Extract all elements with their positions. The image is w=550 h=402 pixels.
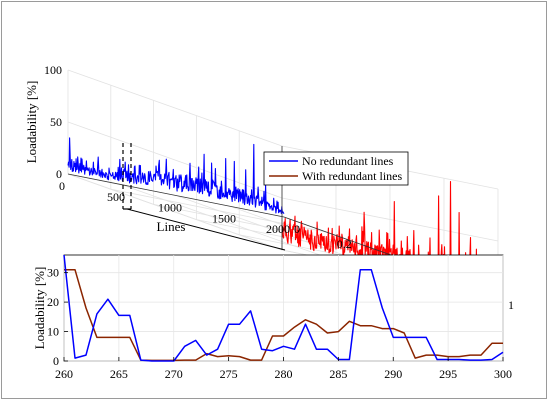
- z-tick-label: 100: [44, 63, 62, 77]
- y-tick-label: 20: [47, 295, 59, 309]
- x-tick-label: 300: [494, 367, 512, 381]
- x-tick-label: 280: [275, 367, 293, 381]
- x-tick-label: 1500: [212, 211, 236, 225]
- legend-box: [263, 151, 409, 186]
- wall-grid-z: [281, 197, 499, 242]
- series-line-3d: [67, 137, 285, 214]
- floor-grid-x: [121, 184, 337, 262]
- x-tick-label: 285: [329, 367, 347, 381]
- y-tick-label: 0: [294, 222, 300, 236]
- series-no-redundant-3d: [67, 137, 285, 214]
- side-grid-z: [67, 173, 283, 251]
- z-axis-label: Loadability [%]: [24, 81, 39, 164]
- y-tick-label: 0.2: [337, 237, 352, 251]
- x-tick-label: 295: [439, 367, 457, 381]
- series-lines-2d: [63, 254, 504, 362]
- panel-zoom-chart: 260 265 270 275 280 285 290 295 300 0 10 20 30 Loada…: [32, 254, 512, 381]
- side-wall: [284, 27, 498, 175]
- axis-line-3d: [67, 173, 285, 218]
- y-tick-label: 30: [47, 266, 59, 280]
- series-line-2d: [63, 254, 504, 362]
- side-grid-z: [67, 69, 283, 147]
- x-tick-label: 1000: [158, 201, 182, 215]
- x-tick-label: 270: [165, 367, 183, 381]
- legend-label-with-redundant: With redundant lines: [302, 169, 402, 183]
- z-tick-label: 0: [56, 167, 62, 181]
- y-tick-label: 10: [47, 325, 59, 339]
- x-tick-label: 275: [220, 367, 238, 381]
- legend: No redundant lines With redundant lines: [263, 151, 409, 186]
- x-tick-label: 260: [55, 367, 73, 381]
- series-line-2d: [64, 268, 503, 362]
- x-tick-label: 0: [59, 179, 65, 193]
- x-axis-label: Lines: [157, 219, 186, 234]
- x-tick-label: 500: [107, 190, 125, 204]
- y-tick-label: 0: [53, 354, 59, 368]
- y-tick-label: 1: [508, 298, 514, 312]
- x-tick-label: 290: [384, 367, 402, 381]
- x-tick-label: 265: [110, 367, 128, 381]
- tick-labels-2d: 260 265 270 275 280 285 290 295 300 0 10 20 30: [47, 266, 512, 381]
- z-tick-label: 50: [50, 115, 62, 129]
- y-axis-label-zoom: Loadability [%]: [32, 267, 47, 350]
- zoom-callout: [122, 143, 286, 251]
- legend-label-no-redundant: No redundant lines: [302, 154, 394, 168]
- x-tick-label: 2000: [266, 222, 290, 236]
- back-wall: [68, 27, 284, 174]
